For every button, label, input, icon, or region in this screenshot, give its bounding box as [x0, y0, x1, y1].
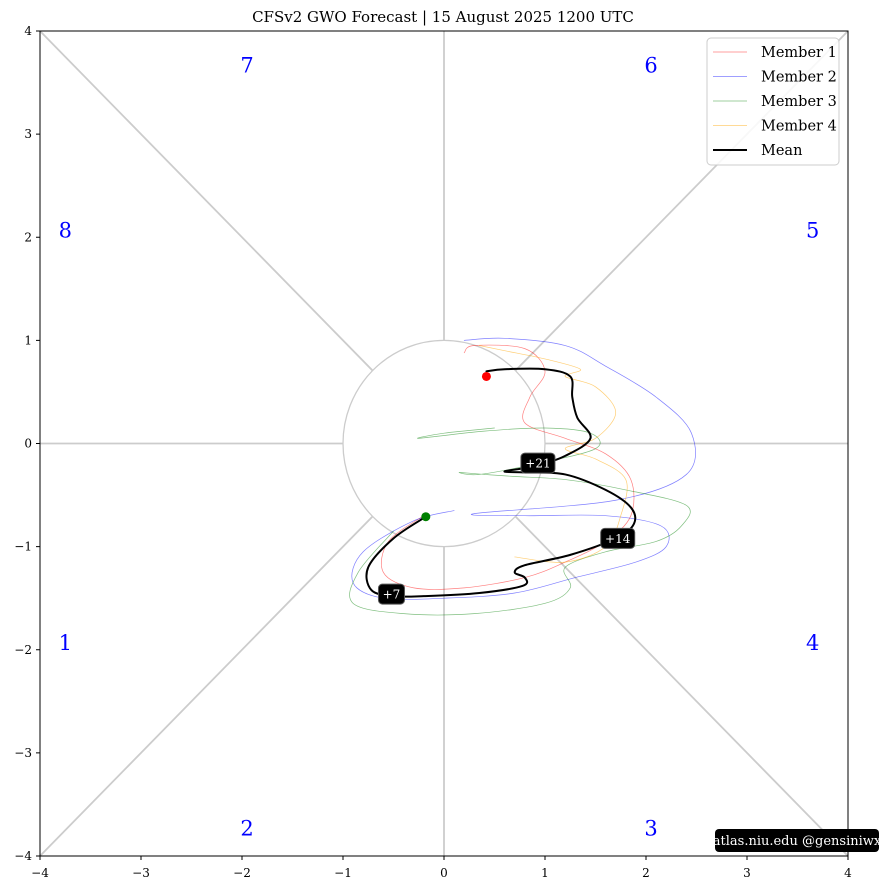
- credit-box: [715, 829, 879, 852]
- start-point-marker: [421, 512, 431, 522]
- start-end-markers: [421, 371, 491, 522]
- day-label-box-plus-14: [600, 527, 636, 549]
- day-label-plus-14: +14: [605, 532, 631, 546]
- legend-box: [706, 37, 840, 166]
- day-labels: +7 +14 +21: [377, 452, 636, 605]
- y-tick-label: 3: [24, 127, 32, 141]
- chart-title: CFSv2 GWO Forecast | 15 August 2025 1200…: [252, 8, 634, 26]
- y-tick-label: −1: [14, 540, 32, 554]
- x-tick-label: 0: [440, 866, 448, 880]
- day-label-plus-7: +7: [383, 588, 401, 602]
- y-tick-label: −3: [14, 746, 32, 760]
- legend: Member 1 Member 2 Member 3 Member 4 Mean: [706, 37, 840, 166]
- x-tick-label: −3: [132, 866, 150, 880]
- phase-label-5: 5: [806, 219, 819, 243]
- y-tick-label: 0: [24, 437, 32, 451]
- end-point-marker: [481, 371, 491, 381]
- phase-label-4: 4: [806, 631, 819, 655]
- y-tick-label: −4: [14, 849, 32, 863]
- unit-circle-shape: [342, 339, 546, 548]
- credit-badge: atlas.niu.edu @gensiniwx: [713, 829, 881, 852]
- phase-label-8: 8: [59, 219, 72, 243]
- legend-label-member-3: Member 3: [761, 94, 837, 110]
- phase-label-6: 6: [644, 54, 657, 78]
- x-tick-label: −4: [31, 866, 49, 880]
- forecast-trajectories: [349, 337, 696, 616]
- series-mean-line: [365, 367, 637, 598]
- phase-label-2: 2: [240, 817, 253, 841]
- series-member-2-line: [351, 337, 696, 600]
- day-label-plus-21: +21: [525, 457, 550, 471]
- x-tick-label: 4: [844, 866, 852, 880]
- day-label-box-plus-7: [377, 583, 405, 605]
- legend-label-member-2: Member 2: [761, 70, 837, 86]
- x-tick-label: 3: [743, 866, 751, 880]
- phase-label-1: 1: [59, 631, 72, 655]
- axes: −4 −3 −2 −1 0 1 2 3 4 −4 −3 −2 −1 0 1 2 3 4: [14, 24, 852, 880]
- legend-label-member-4: Member 4: [761, 119, 837, 135]
- legend-label-member-1: Member 1: [761, 45, 837, 61]
- phase-labels: 1 2 3 4 5 6 7 8: [59, 54, 820, 841]
- y-tick-label: 1: [24, 333, 32, 347]
- unit-circle: [342, 339, 546, 548]
- y-tick-label: −2: [14, 643, 32, 657]
- credit-text: atlas.niu.edu @gensiniwx: [713, 834, 881, 849]
- x-tick-label: 1: [541, 866, 549, 880]
- day-label-box-plus-21: [520, 452, 556, 474]
- y-tick-label: 2: [24, 230, 32, 244]
- legend-label-mean: Mean: [761, 143, 802, 159]
- series-member-3-line: [349, 427, 691, 616]
- x-tick-label: −1: [334, 866, 352, 880]
- x-tick-label: −2: [233, 866, 251, 880]
- phase-label-7: 7: [240, 54, 253, 78]
- phase-label-3: 3: [644, 817, 657, 841]
- y-tick-label: 4: [24, 24, 32, 38]
- x-tick-label: 2: [642, 866, 650, 880]
